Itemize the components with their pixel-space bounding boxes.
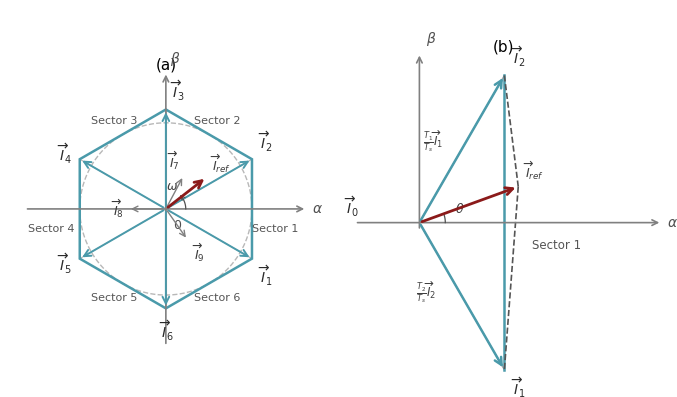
Text: Sector 2: Sector 2 — [194, 116, 241, 126]
Text: $\alpha$: $\alpha$ — [667, 216, 677, 229]
Text: $\overrightarrow{I}_7$: $\overrightarrow{I}_7$ — [167, 149, 179, 172]
Text: $\omega$: $\omega$ — [167, 180, 178, 193]
Text: $\overrightarrow{I}_1$: $\overrightarrow{I}_1$ — [258, 264, 272, 288]
Text: $\frac{T_1}{T_s}\overrightarrow{I}_1$: $\frac{T_1}{T_s}\overrightarrow{I}_1$ — [423, 129, 443, 154]
Text: Sector 4: Sector 4 — [28, 224, 74, 234]
Text: $\beta$: $\beta$ — [170, 50, 180, 68]
Text: Sector 3: Sector 3 — [91, 116, 137, 126]
Text: 0: 0 — [173, 219, 181, 232]
Text: Sector 6: Sector 6 — [194, 293, 241, 303]
Text: $\overrightarrow{I}_4$: $\overrightarrow{I}_4$ — [57, 142, 72, 166]
Text: $\frac{T_2}{T_s}\overrightarrow{I}_2$: $\frac{T_2}{T_s}\overrightarrow{I}_2$ — [416, 279, 437, 305]
Text: $\overrightarrow{I}_2$: $\overrightarrow{I}_2$ — [258, 130, 272, 154]
Text: (a): (a) — [155, 58, 177, 73]
Text: Sector 1: Sector 1 — [252, 224, 299, 234]
Text: (b): (b) — [493, 40, 515, 55]
Text: Sector 5: Sector 5 — [91, 293, 137, 303]
Text: $\overrightarrow{I}_{ref}$: $\overrightarrow{I}_{ref}$ — [523, 160, 544, 182]
Text: Sector 1: Sector 1 — [532, 239, 582, 252]
Text: $\overrightarrow{I}_{ref}$: $\overrightarrow{I}_{ref}$ — [210, 153, 231, 175]
Text: $\overrightarrow{I}_5$: $\overrightarrow{I}_5$ — [57, 252, 72, 276]
Text: $\overrightarrow{I}_3$: $\overrightarrow{I}_3$ — [170, 78, 184, 102]
Text: $\beta$: $\beta$ — [426, 30, 436, 48]
Text: $\overrightarrow{I}_0$: $\overrightarrow{I}_0$ — [344, 195, 359, 220]
Text: $\overrightarrow{I}_9$: $\overrightarrow{I}_9$ — [192, 242, 204, 264]
Text: $\overrightarrow{I}_6$: $\overrightarrow{I}_6$ — [158, 319, 173, 343]
Text: $\alpha$: $\alpha$ — [312, 202, 323, 216]
Text: $\overrightarrow{I}_2$: $\overrightarrow{I}_2$ — [511, 45, 525, 69]
Text: $\overrightarrow{I}_8$: $\overrightarrow{I}_8$ — [111, 198, 124, 220]
Text: $\theta$: $\theta$ — [455, 202, 464, 216]
Text: $\overrightarrow{I}_1$: $\overrightarrow{I}_1$ — [511, 376, 525, 397]
